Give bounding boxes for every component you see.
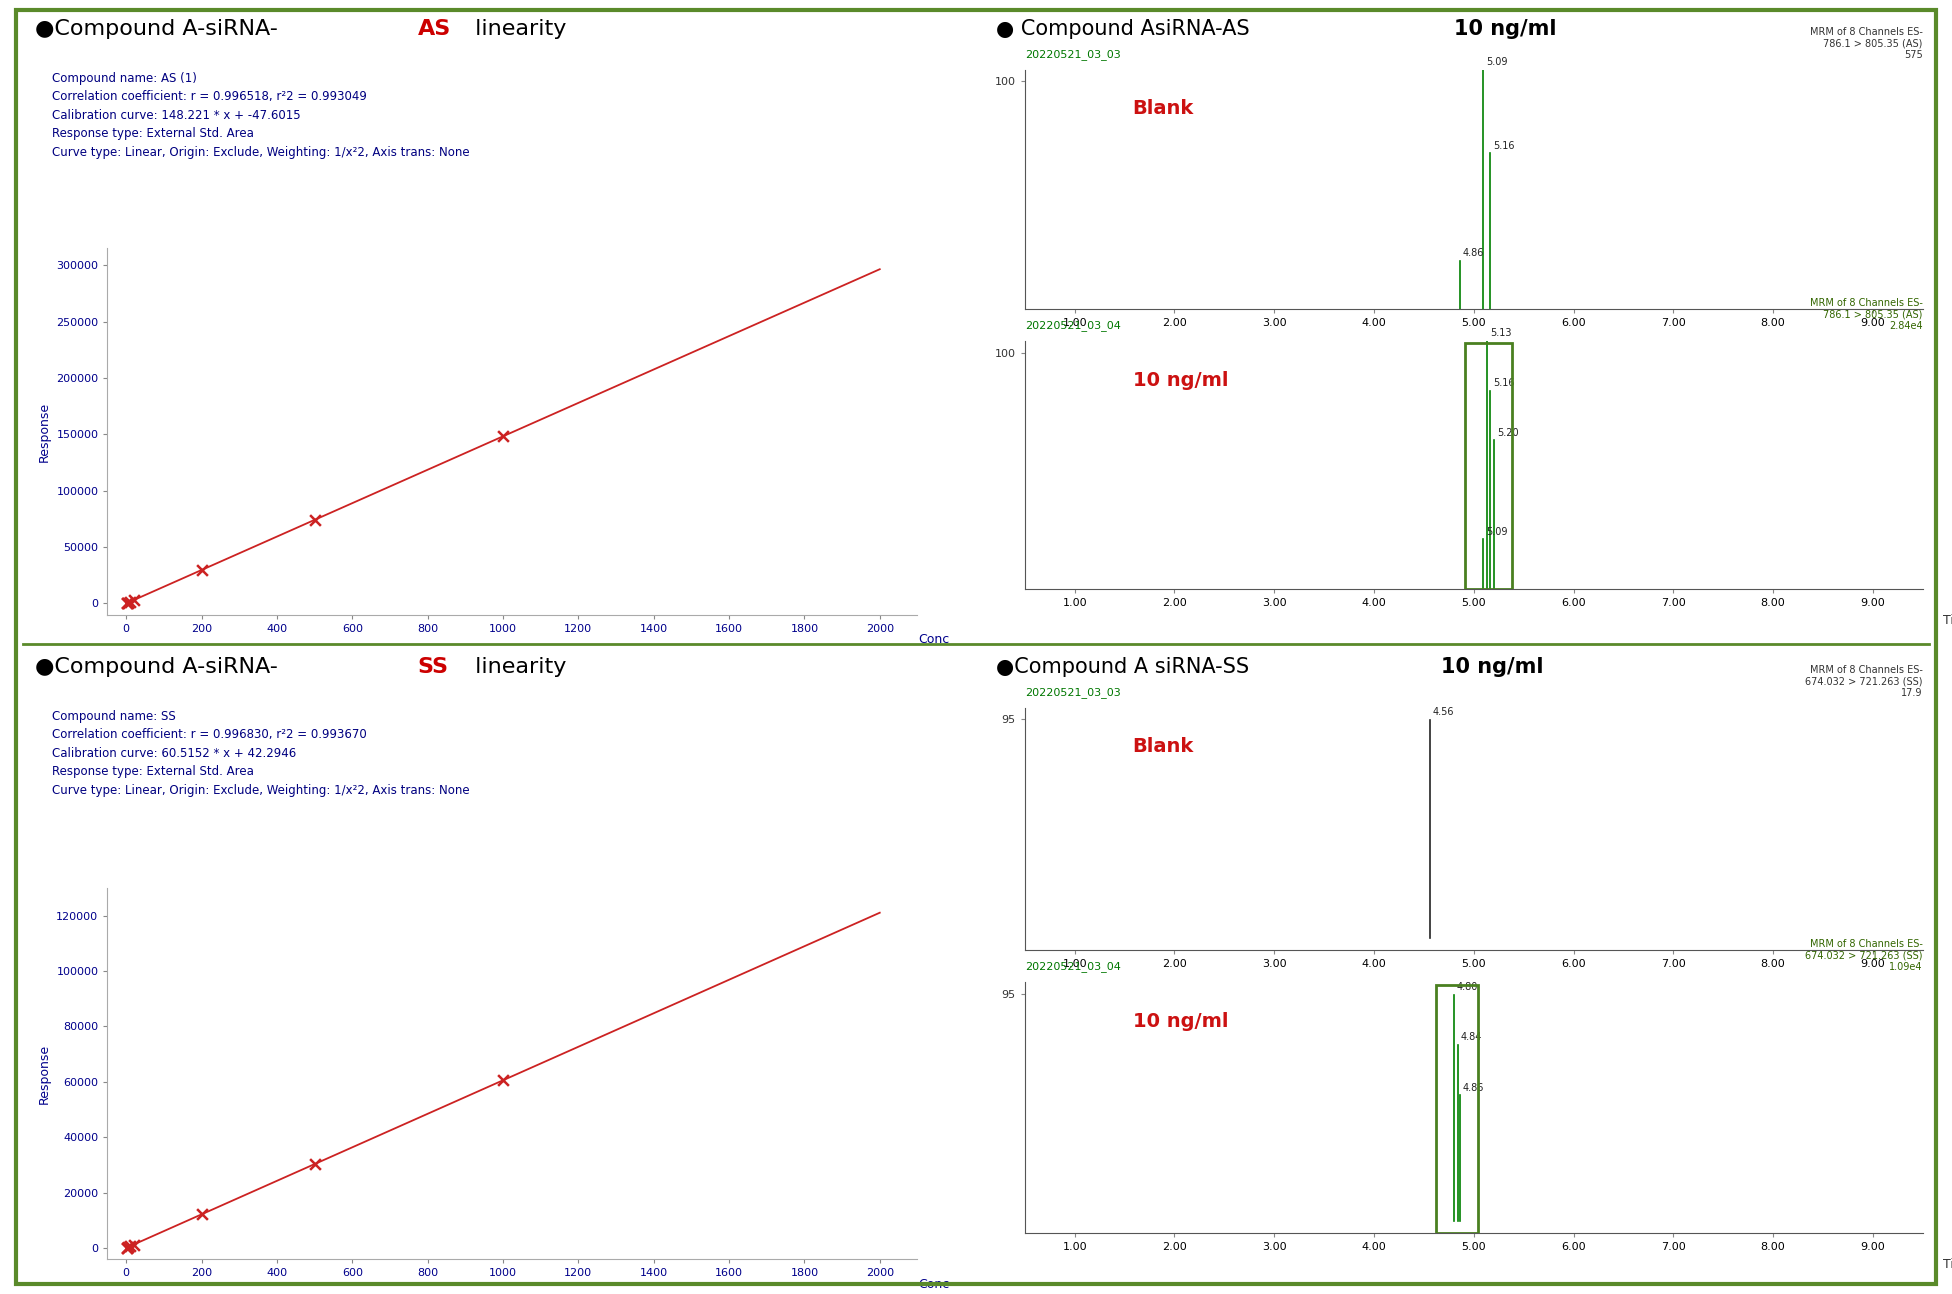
Text: 4.80: 4.80 — [1456, 982, 1478, 992]
X-axis label: Time: Time — [1944, 1258, 1952, 1271]
Text: 4.84: 4.84 — [1460, 1033, 1482, 1043]
Point — [299, 510, 330, 531]
Point — [119, 1234, 150, 1255]
Point — [488, 426, 519, 446]
Text: MRM of 8 Channels ES-
786.1 > 805.35 (AS)
2.84e4: MRM of 8 Channels ES- 786.1 > 805.35 (AS… — [1810, 298, 1923, 331]
Text: 10 ng/ml: 10 ng/ml — [1454, 19, 1558, 39]
Text: linearity: linearity — [468, 19, 566, 39]
X-axis label: Conc: Conc — [917, 1277, 949, 1290]
Text: ● Compound AsiRNA-AS: ● Compound AsiRNA-AS — [996, 19, 1255, 39]
Text: Blank: Blank — [1132, 736, 1195, 756]
Text: SS: SS — [418, 657, 449, 677]
Bar — [1437, 985, 1478, 1233]
Text: AS: AS — [418, 19, 451, 39]
Text: 4.86: 4.86 — [1462, 248, 1484, 259]
X-axis label: Time: Time — [1944, 613, 1952, 626]
Text: 5.20: 5.20 — [1497, 427, 1519, 437]
Text: 20220521_03_04: 20220521_03_04 — [1025, 961, 1120, 972]
Text: 20220521_03_03: 20220521_03_03 — [1025, 49, 1120, 61]
Text: 4.86: 4.86 — [1462, 1083, 1484, 1092]
Text: 10 ng/ml: 10 ng/ml — [1132, 1012, 1228, 1031]
Point — [111, 593, 142, 613]
Text: 5.13: 5.13 — [1489, 329, 1511, 339]
Point — [111, 593, 142, 613]
Point — [185, 1203, 217, 1224]
Text: 20220521_03_04: 20220521_03_04 — [1025, 320, 1120, 331]
Text: ●Compound A-siRNA-: ●Compound A-siRNA- — [35, 19, 277, 39]
Y-axis label: Response: Response — [37, 1043, 51, 1104]
Text: 5.16: 5.16 — [1493, 141, 1515, 151]
Text: 5.09: 5.09 — [1485, 57, 1507, 67]
Text: 10 ng/ml: 10 ng/ml — [1441, 657, 1544, 677]
Text: 20220521_03_03: 20220521_03_03 — [1025, 687, 1120, 699]
Y-axis label: Response: Response — [37, 401, 51, 462]
Text: Compound name: AS (1)
Correlation coefficient: r = 0.996518, r²2 = 0.993049
Cali: Compound name: AS (1) Correlation coeffi… — [53, 71, 470, 159]
Point — [111, 1237, 142, 1258]
Point — [488, 1070, 519, 1091]
Text: Compound name: SS
Correlation coefficient: r = 0.996830, r²2 = 0.993670
Calibrat: Compound name: SS Correlation coefficien… — [53, 709, 470, 797]
Point — [111, 1237, 142, 1258]
Text: 4.56: 4.56 — [1433, 708, 1454, 717]
Text: 5.09: 5.09 — [1485, 527, 1507, 537]
Text: 10 ng/ml: 10 ng/ml — [1132, 370, 1228, 389]
X-axis label: Conc: Conc — [917, 633, 949, 646]
Text: Blank: Blank — [1132, 98, 1195, 118]
Point — [113, 593, 144, 613]
Point — [113, 1237, 144, 1258]
Text: MRM of 8 Channels ES-
674.032 > 721.263 (SS)
17.9: MRM of 8 Channels ES- 674.032 > 721.263 … — [1806, 665, 1923, 699]
Text: MRM of 8 Channels ES-
786.1 > 805.35 (AS)
575: MRM of 8 Channels ES- 786.1 > 805.35 (AS… — [1810, 27, 1923, 61]
Point — [299, 1154, 330, 1175]
Text: linearity: linearity — [468, 657, 566, 677]
Text: ●Compound A siRNA-SS: ●Compound A siRNA-SS — [996, 657, 1255, 677]
Point — [115, 591, 146, 612]
Text: MRM of 8 Channels ES-
674.032 > 721.263 (SS)
1.09e4: MRM of 8 Channels ES- 674.032 > 721.263 … — [1806, 939, 1923, 972]
Text: 5.16: 5.16 — [1493, 378, 1515, 388]
Point — [119, 590, 150, 611]
Point — [115, 1236, 146, 1256]
Text: ●Compound A-siRNA-: ●Compound A-siRNA- — [35, 657, 277, 677]
Bar — [1464, 343, 1511, 589]
Point — [185, 560, 217, 581]
